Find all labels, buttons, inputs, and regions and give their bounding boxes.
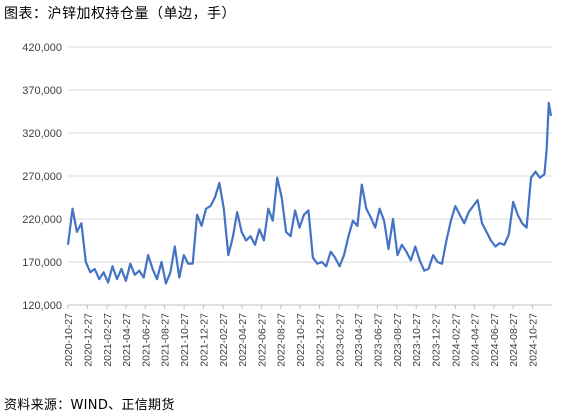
x-tick-label: 2022-06-27 — [256, 313, 268, 367]
x-tick-label: 2024-06-27 — [489, 313, 501, 367]
chart-title: 图表：沪锌加权持仓量（单边，手） — [4, 6, 236, 22]
y-tick-label: 370,000 — [22, 85, 62, 97]
x-tick-label: 2021-02-27 — [102, 313, 114, 367]
x-axis-tick-labels: 2020-10-27 2020-12-27 2021-02-27 2021-04-27… — [63, 313, 540, 367]
y-axis-tick-labels: 120,000 170,000 220,000 270,000 320,000 370,0… — [22, 42, 62, 312]
axes — [67, 304, 552, 309]
series — [66, 101, 553, 285]
x-tick-label: 2020-12-27 — [82, 313, 94, 367]
x-tick-label: 2024-10-27 — [528, 313, 540, 367]
x-tick-label: 2021-06-27 — [140, 313, 152, 367]
x-tick-label: 2022-02-27 — [218, 313, 230, 367]
x-tick-label: 2020-10-27 — [63, 313, 75, 367]
y-tick-label: 220,000 — [22, 214, 62, 226]
y-tick-label: 270,000 — [22, 171, 62, 183]
y-tick-label: 420,000 — [22, 42, 62, 54]
x-tick-label: 2021-12-27 — [198, 313, 210, 367]
y-tick-label: 170,000 — [22, 257, 62, 269]
x-tick-label: 2023-02-27 — [334, 313, 346, 367]
series-line — [66, 101, 553, 285]
x-tick-label: 2022-10-27 — [295, 313, 307, 367]
x-tick-label: 2024-08-27 — [508, 313, 520, 367]
x-tick-label: 2022-12-27 — [315, 313, 327, 367]
x-tick-label: 2022-08-27 — [276, 313, 288, 367]
x-tick-label: 2023-12-27 — [431, 313, 443, 367]
x-tick-label: 2024-02-27 — [450, 313, 462, 367]
x-tick-label: 2021-04-27 — [121, 313, 133, 367]
x-tick-label: 2024-04-27 — [469, 313, 481, 367]
x-tick-label: 2021-08-27 — [160, 313, 172, 367]
x-tick-label: 2022-04-27 — [237, 313, 249, 367]
x-tick-label: 2023-10-27 — [411, 313, 423, 367]
x-tick-label: 2023-06-27 — [372, 313, 384, 367]
source-note: 资料来源：WIND、正信期货 — [4, 398, 175, 413]
y-tick-label: 320,000 — [22, 128, 62, 140]
x-tick-label: 2023-04-27 — [353, 313, 365, 367]
x-tick-label: 2023-08-27 — [392, 313, 404, 367]
x-tick-label: 2021-10-27 — [179, 313, 191, 367]
y-tick-label: 120,000 — [22, 300, 62, 312]
